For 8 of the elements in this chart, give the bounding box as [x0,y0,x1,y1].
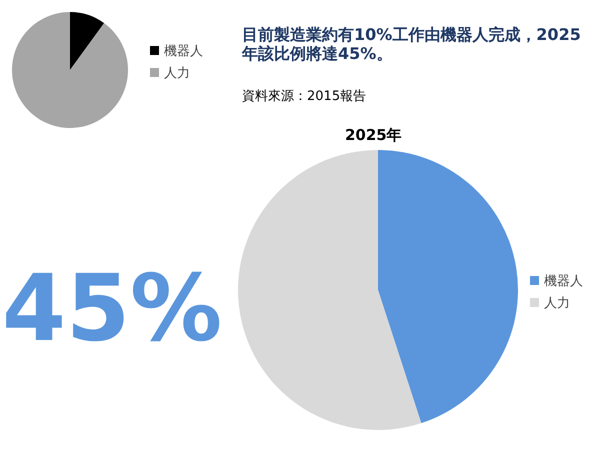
legend-label: 機器人 [544,274,583,289]
text: 目前製造業約有10%工作由機器人完成，2025年該比例將達45%。 [241,25,581,64]
legend-label: 人力 [164,66,190,81]
legend-label: 人力 [544,296,570,311]
source-note: 資料來源：2015報告 [242,89,366,104]
legend-label: 機器人 [164,44,203,59]
text: 45% [2,255,222,362]
chart-title: 2025年 [345,126,402,144]
